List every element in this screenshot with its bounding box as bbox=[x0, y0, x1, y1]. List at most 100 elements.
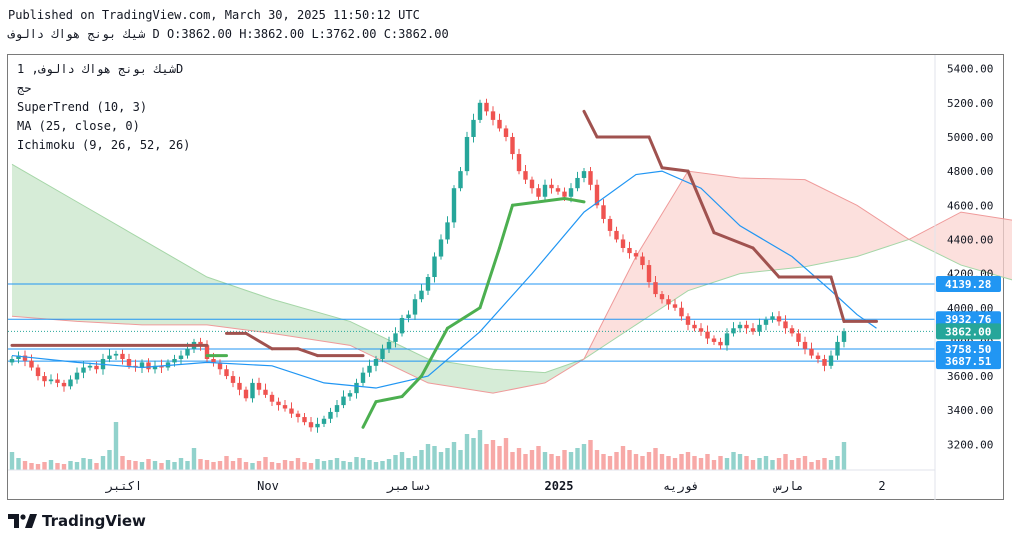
candle-body bbox=[575, 177, 580, 189]
candle-body bbox=[750, 328, 756, 332]
volume-bar bbox=[133, 461, 138, 470]
volume-bar bbox=[243, 462, 249, 470]
volume-bar bbox=[295, 458, 301, 470]
symbol-ohlc-line: شيك بونج هواك دالوف D O:3862.00 H:3862.0… bbox=[8, 27, 449, 41]
volume-bar bbox=[724, 458, 730, 470]
volume-bar bbox=[575, 448, 580, 470]
volume-bar bbox=[334, 458, 340, 470]
price-label-text: 3758.50 bbox=[945, 343, 991, 356]
candle-body bbox=[679, 307, 684, 317]
candle-body bbox=[22, 355, 28, 361]
volume-bar bbox=[562, 450, 567, 470]
x-tick-label: فوريه bbox=[663, 479, 699, 494]
volume-bar bbox=[282, 460, 288, 470]
candle-body bbox=[497, 119, 502, 129]
candle-body bbox=[458, 171, 463, 189]
price-label-text: 3862.00 bbox=[945, 325, 991, 338]
candle-body bbox=[789, 328, 795, 334]
candle-body bbox=[42, 376, 47, 382]
supertrend-segment bbox=[498, 203, 514, 250]
candle-body bbox=[204, 345, 210, 359]
y-tick-label: 4400.00 bbox=[947, 233, 993, 246]
supertrend-segment bbox=[420, 326, 449, 378]
volume-bar bbox=[198, 459, 203, 470]
volume-bar bbox=[35, 464, 41, 470]
volume-bar bbox=[451, 442, 457, 470]
volume-bar bbox=[302, 462, 307, 470]
candle-body bbox=[172, 358, 177, 363]
supertrend-segment bbox=[296, 347, 319, 358]
volume-bar bbox=[159, 463, 164, 470]
supertrend-segment bbox=[400, 374, 423, 399]
cloud-segment bbox=[805, 179, 857, 267]
candle-body bbox=[698, 328, 704, 332]
price-label-text: 3932.76 bbox=[945, 313, 992, 326]
y-tick-label: 3200.00 bbox=[947, 438, 993, 451]
candle-body bbox=[282, 405, 288, 409]
volume-bar bbox=[581, 444, 587, 470]
volume-bar bbox=[744, 456, 749, 470]
volume-bar bbox=[61, 464, 67, 470]
candle-body bbox=[412, 299, 418, 315]
candle-body bbox=[471, 119, 476, 137]
volume-bar bbox=[341, 461, 346, 470]
candle-body bbox=[269, 394, 275, 402]
volume-bar bbox=[503, 438, 509, 470]
candle-body bbox=[334, 405, 340, 412]
candle-body bbox=[178, 355, 184, 359]
candle-body bbox=[61, 382, 67, 387]
cloud-segment bbox=[142, 239, 207, 325]
volume-bar bbox=[627, 450, 632, 470]
y-tick-label: 3400.00 bbox=[947, 404, 993, 417]
volume-bar bbox=[666, 456, 671, 470]
candle-body bbox=[185, 348, 190, 356]
cloud-segment bbox=[961, 212, 1012, 280]
candle-body bbox=[607, 218, 613, 231]
candle-body bbox=[276, 401, 281, 406]
candle-body bbox=[731, 328, 736, 334]
supertrend-segment bbox=[712, 231, 755, 250]
price-label-box bbox=[936, 341, 1001, 358]
x-tick-label: Nov bbox=[257, 479, 279, 493]
volume-bar bbox=[653, 448, 658, 470]
y-tick-label: 3600.00 bbox=[947, 370, 993, 383]
volume-bar bbox=[458, 450, 463, 470]
x-tick-label: مارس bbox=[773, 479, 804, 494]
volume-bar bbox=[139, 462, 145, 470]
volume-bar bbox=[796, 458, 801, 470]
candle-body bbox=[55, 379, 60, 383]
candle-body bbox=[16, 355, 21, 359]
y-tick-label: 4600.00 bbox=[947, 199, 993, 212]
volume-bar bbox=[568, 452, 574, 470]
volume-bar bbox=[731, 452, 736, 470]
ichimoku-cloud bbox=[11, 163, 1012, 394]
candle-body bbox=[256, 382, 262, 390]
y-tick-label: 5400.00 bbox=[947, 63, 993, 76]
volume-bar bbox=[542, 452, 548, 470]
volume-bar bbox=[776, 458, 782, 470]
price-label-box bbox=[936, 323, 1001, 340]
candle-body bbox=[438, 239, 444, 257]
candle-body bbox=[490, 111, 496, 120]
volume-bar bbox=[328, 460, 333, 470]
candle-body bbox=[126, 358, 132, 366]
candle-body bbox=[516, 154, 522, 172]
ma-line bbox=[11, 170, 877, 389]
volume-bar bbox=[809, 462, 814, 470]
volume-bar bbox=[757, 458, 762, 470]
candle-body bbox=[354, 382, 359, 394]
candle-body bbox=[315, 423, 320, 428]
candle-body bbox=[419, 290, 424, 300]
candle-body bbox=[237, 382, 242, 390]
cloud-segment bbox=[428, 358, 493, 394]
volume-bar bbox=[419, 450, 424, 470]
supertrend-line bbox=[10, 109, 878, 429]
volume-bar bbox=[692, 456, 697, 470]
candle-body bbox=[555, 188, 561, 192]
candle-body bbox=[243, 389, 249, 399]
candle-body bbox=[113, 353, 119, 356]
candle-body bbox=[29, 360, 34, 368]
volume-bar bbox=[191, 448, 197, 470]
candle-body bbox=[432, 256, 437, 278]
